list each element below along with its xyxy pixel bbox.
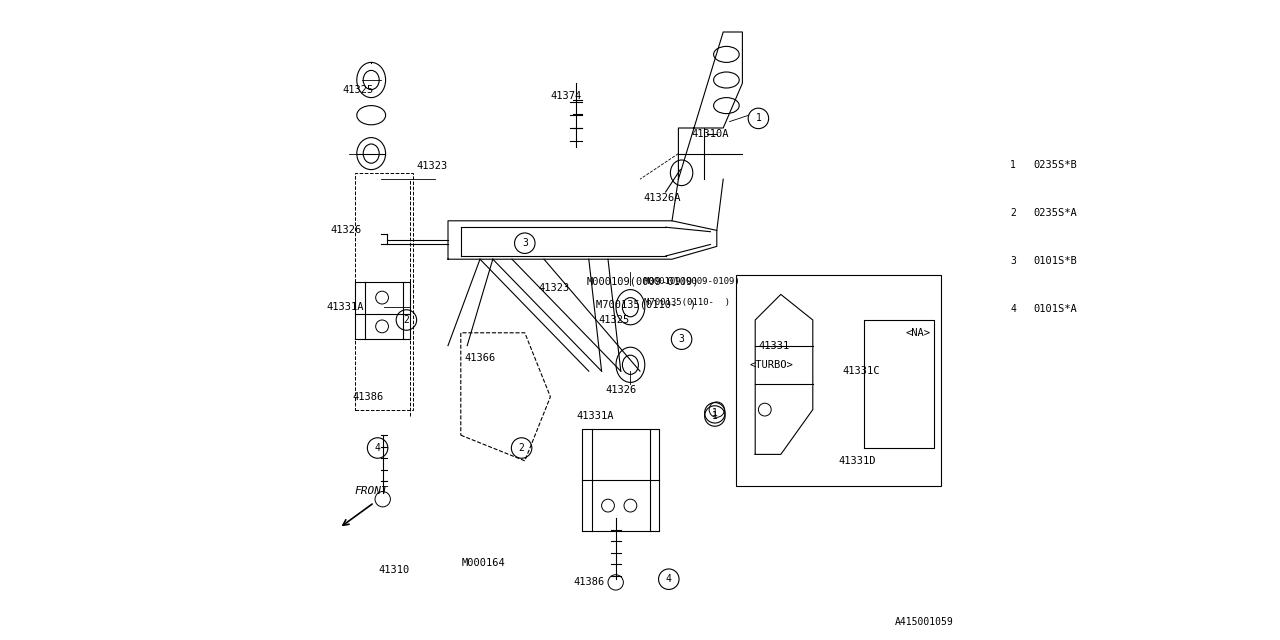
- Text: 1: 1: [712, 411, 718, 421]
- Text: 0235S*A: 0235S*A: [1034, 208, 1078, 218]
- Text: 41326A: 41326A: [644, 193, 681, 204]
- Text: 41331C: 41331C: [842, 366, 879, 376]
- Text: 41331: 41331: [759, 340, 790, 351]
- Text: 3: 3: [678, 334, 685, 344]
- Text: 1: 1: [712, 408, 718, 418]
- Text: 41323: 41323: [416, 161, 448, 172]
- Text: M000109(0009-0109): M000109(0009-0109): [644, 277, 741, 286]
- Text: 41325: 41325: [343, 84, 374, 95]
- Text: 3: 3: [522, 238, 527, 248]
- Text: 41331D: 41331D: [838, 456, 877, 466]
- Text: 41386: 41386: [573, 577, 604, 588]
- Text: 0101S*A: 0101S*A: [1034, 304, 1078, 314]
- Text: 41331A: 41331A: [576, 411, 614, 421]
- Text: 0101S*B: 0101S*B: [1034, 256, 1078, 266]
- Text: 1: 1: [755, 113, 762, 124]
- Text: M700135(0110-  ): M700135(0110- ): [596, 299, 696, 309]
- Text: 41310: 41310: [378, 564, 410, 575]
- Bar: [356, 173, 412, 410]
- Text: 1: 1: [1010, 160, 1016, 170]
- Text: <NA>: <NA>: [906, 328, 931, 338]
- Text: 2: 2: [403, 315, 410, 325]
- Bar: [998, 141, 1117, 339]
- Text: 4: 4: [666, 574, 672, 584]
- Text: 2: 2: [518, 443, 525, 453]
- Text: 41374: 41374: [550, 91, 582, 101]
- Text: 2: 2: [1010, 208, 1016, 218]
- Text: 41326: 41326: [330, 225, 361, 236]
- Text: FRONT: FRONT: [355, 486, 388, 496]
- Text: <TURBO>: <TURBO>: [750, 360, 794, 370]
- Text: 41310A: 41310A: [691, 129, 730, 140]
- Text: M000164: M000164: [461, 558, 506, 568]
- Text: 4: 4: [1010, 304, 1016, 314]
- Text: 41325: 41325: [599, 315, 630, 325]
- Text: 41326: 41326: [605, 385, 636, 396]
- Text: 41331A: 41331A: [326, 302, 365, 312]
- Text: 0235S*B: 0235S*B: [1034, 160, 1078, 170]
- Text: 41386: 41386: [352, 392, 384, 402]
- Text: M000109(0009-0109): M000109(0009-0109): [588, 276, 699, 287]
- Text: A415001059: A415001059: [895, 617, 954, 627]
- Text: 41366: 41366: [465, 353, 495, 364]
- Text: 4: 4: [375, 443, 380, 453]
- Text: 3: 3: [1010, 256, 1016, 266]
- Text: M700135(0110-  ): M700135(0110- ): [644, 298, 730, 307]
- Text: 41323: 41323: [538, 283, 570, 293]
- Bar: [736, 275, 941, 486]
